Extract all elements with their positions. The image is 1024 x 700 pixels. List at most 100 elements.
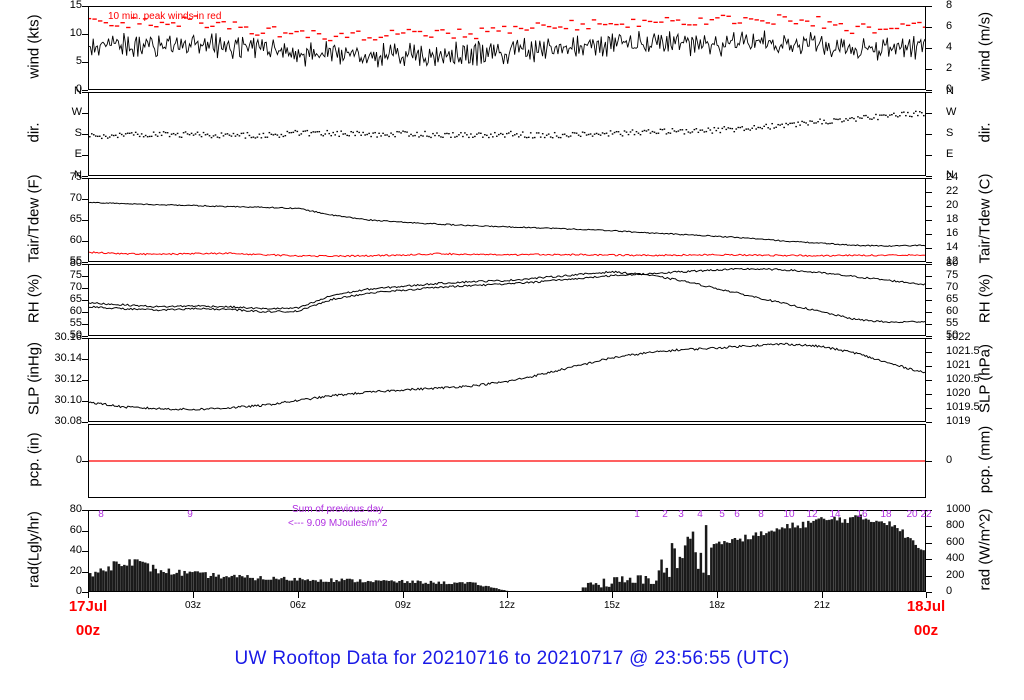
dir-point (436, 132, 438, 134)
dir-point (350, 130, 352, 133)
dir-point (597, 133, 600, 135)
rad-bar (909, 538, 912, 591)
xtickmark-7 (822, 592, 823, 598)
dir-point (216, 136, 219, 138)
rad-bar (240, 576, 244, 591)
dir-point (310, 131, 313, 134)
tick-dir-l-1: E (74, 148, 82, 160)
rad-bar (710, 547, 713, 591)
rad-bar (461, 582, 464, 591)
rad-bar (856, 515, 860, 591)
rad-bar (862, 519, 865, 591)
dir-point (833, 118, 835, 120)
tickmark-rh-l-0 (82, 336, 88, 337)
dir-point (779, 124, 781, 126)
tickmark-rad-r-0 (926, 592, 932, 593)
rad-bar (293, 577, 296, 591)
tick-rh-l-5: 75 (69, 269, 82, 281)
rad-bar (246, 575, 249, 591)
dir-point (847, 119, 849, 121)
dir-point (480, 132, 482, 134)
tick-slp-r-6: 1022 (946, 331, 971, 343)
tick-rh-r-0: 50 (946, 329, 959, 341)
tick-temp-l-2: 65 (69, 213, 82, 225)
dir-point (609, 130, 612, 132)
rad-cumulative-mark: 8 (98, 509, 104, 520)
rad-bar (374, 580, 378, 591)
tickmark-slp-r-4 (926, 366, 932, 367)
dir-point (543, 136, 546, 139)
rad-bar (875, 520, 878, 591)
dir-point (184, 131, 187, 133)
plot-area-pcp (89, 460, 925, 462)
dir-point (438, 134, 440, 137)
tickmark-temp-r-6 (926, 178, 932, 179)
dir-point (631, 129, 634, 131)
tick-slp-l-0: 30.08 (54, 415, 82, 427)
rad-bar (104, 571, 108, 591)
dir-point (240, 132, 243, 135)
dir-point (276, 134, 279, 136)
tickmark-temp-r-0 (926, 262, 932, 263)
rad-bar (144, 562, 147, 591)
rad-bar (109, 570, 113, 591)
tick-rh-l-0: 50 (69, 329, 82, 341)
tickmark-temp-r-3 (926, 220, 932, 221)
dir-point (665, 133, 668, 135)
rad-bar (877, 521, 881, 591)
dir-point (256, 136, 259, 138)
dir-point (280, 133, 283, 136)
dir-point (398, 131, 400, 133)
rad-bar (421, 583, 425, 591)
rad-bar (136, 559, 139, 591)
rad-bar (178, 569, 181, 591)
rad-bar (904, 537, 907, 591)
dir-point (282, 135, 285, 138)
dir-point (545, 134, 548, 136)
dir-point (324, 133, 327, 135)
dir-point (318, 130, 321, 133)
dir-point (707, 127, 710, 129)
rad-bar (254, 580, 257, 591)
tickmark-rad-l-2 (82, 551, 88, 552)
dir-point (705, 130, 708, 133)
tick-temp-r-2: 16 (946, 227, 959, 239)
rad-bar (890, 526, 894, 591)
rad-bar (400, 579, 404, 591)
rad-bar (917, 547, 920, 591)
dir-point (759, 126, 761, 129)
dir-point (452, 132, 454, 134)
panel-temp (88, 178, 926, 262)
dir-point (328, 132, 331, 135)
dir-point (152, 131, 155, 133)
rad-bar (298, 577, 302, 591)
dir-point (290, 131, 293, 134)
rad-bar (896, 528, 899, 591)
dir-point (390, 132, 392, 134)
tickmark-rh-l-2 (82, 312, 88, 313)
tickmark-slp-l-3 (82, 359, 88, 360)
rad-bar (366, 580, 370, 591)
rad-bar (277, 579, 281, 591)
tick-temp-r-6: 24 (946, 171, 959, 183)
tickmark-temp-l-0 (82, 262, 88, 263)
rad-bar (833, 516, 836, 591)
rad-bar (715, 543, 718, 591)
dir-point (791, 122, 793, 124)
dir-point (889, 114, 891, 116)
rad-bar (267, 579, 270, 591)
rad-bar (453, 582, 456, 591)
rad-bar (765, 533, 768, 591)
dir-point (513, 134, 516, 136)
tick-dir-r-4: N (946, 85, 954, 97)
rad-bar (652, 583, 655, 591)
rad-bar (482, 586, 485, 591)
dir-point (869, 118, 871, 120)
panel-rh (88, 264, 926, 336)
dir-point (484, 134, 486, 136)
dir-point (410, 133, 412, 136)
rad-bar (159, 570, 163, 591)
rad-bar (337, 581, 341, 591)
dir-point (500, 132, 502, 135)
dir-point (126, 132, 129, 134)
